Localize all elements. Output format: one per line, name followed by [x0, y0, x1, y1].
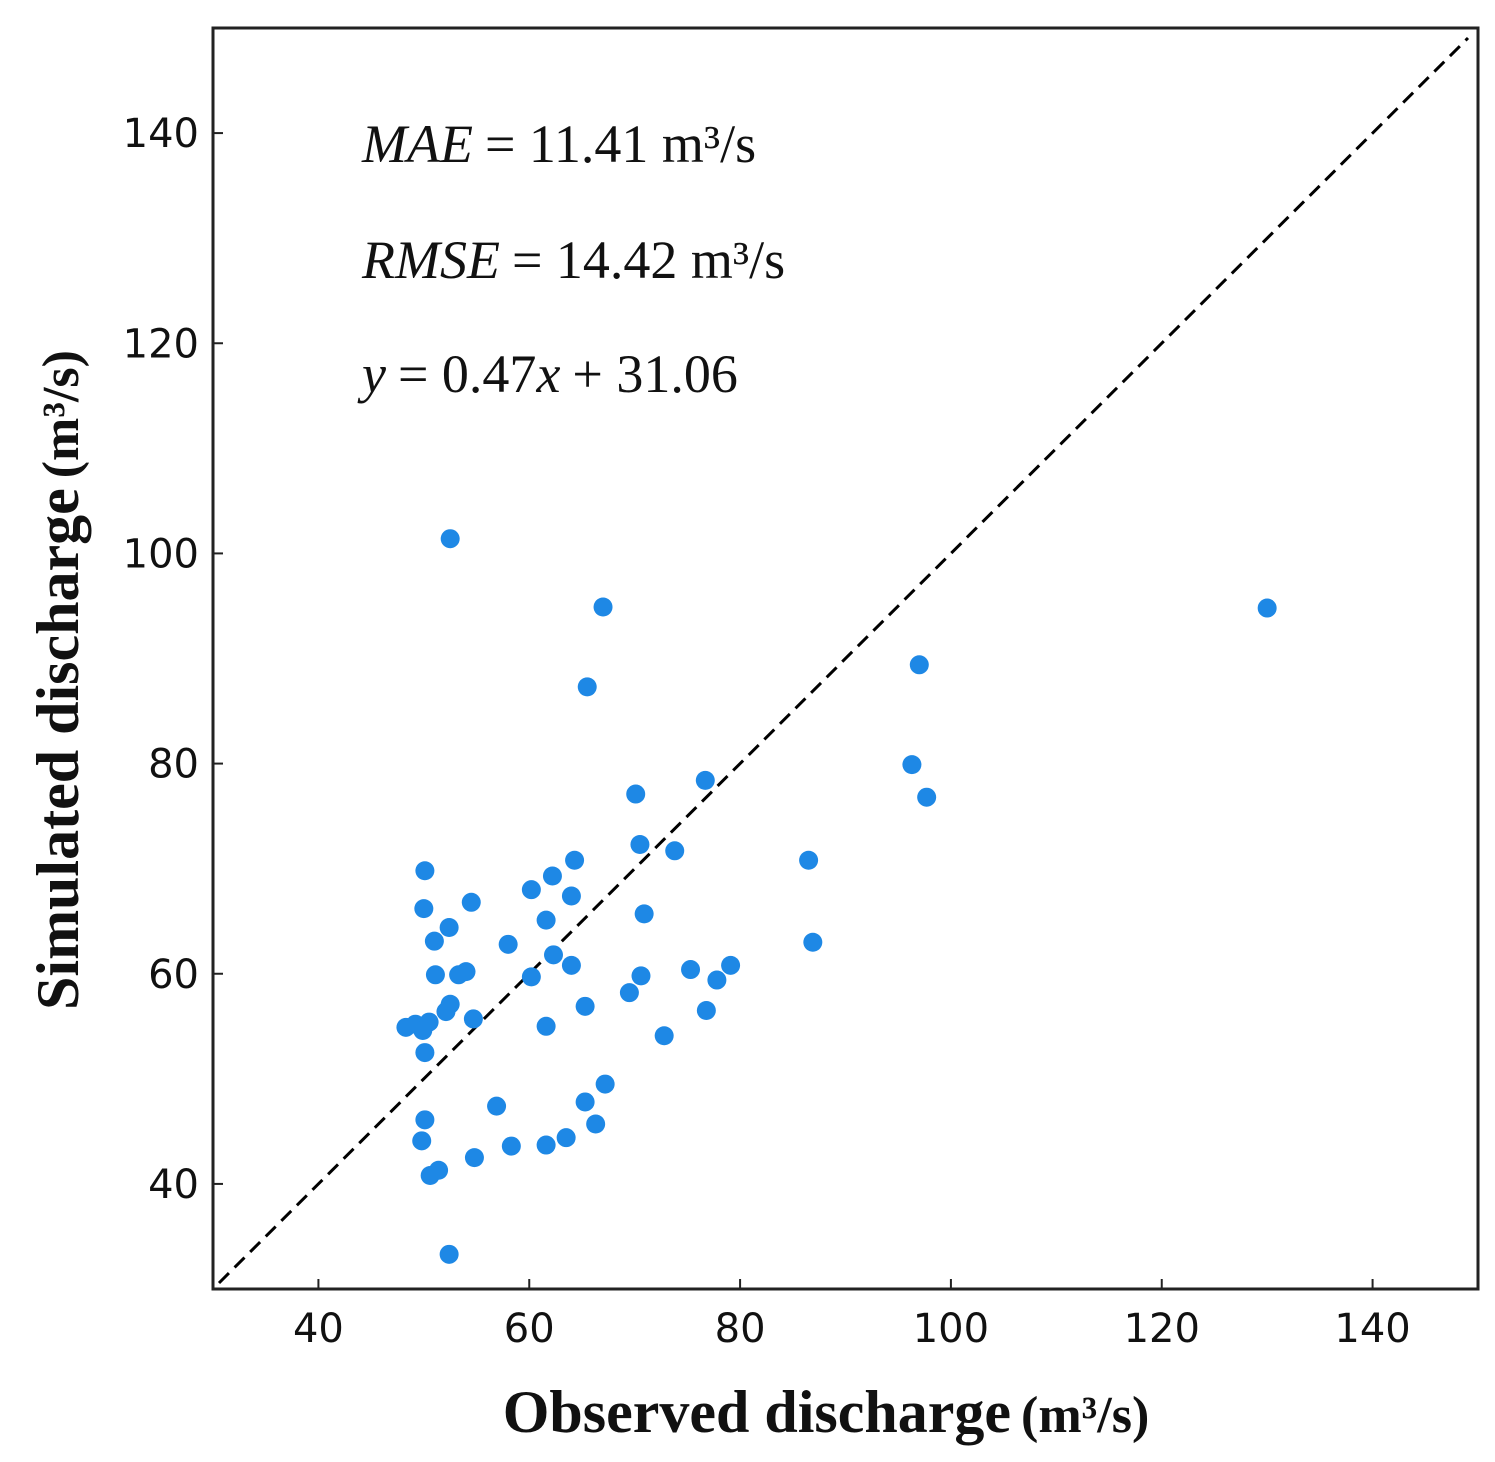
data-point [521, 967, 541, 987]
y-tick-label: 100 [123, 531, 199, 577]
data-point [461, 892, 481, 912]
data-point [415, 861, 435, 881]
data-point [799, 850, 819, 870]
plot-frame [211, 26, 1480, 1291]
data-point [565, 850, 585, 870]
data-point [586, 1114, 606, 1134]
x-tick-label: 140 [1334, 1306, 1410, 1352]
y-tick-label: 120 [123, 321, 199, 367]
data-point [543, 945, 563, 965]
x-tick-label: 80 [715, 1306, 766, 1352]
y-tick-label: 140 [123, 111, 199, 157]
data-point [696, 1001, 716, 1021]
data-point [909, 655, 929, 675]
data-point [439, 1244, 459, 1264]
x-axis-label: Observed discharge (m³/s) [503, 1379, 1150, 1445]
data-point [536, 910, 556, 930]
data-point [420, 1166, 440, 1186]
data-point [413, 1020, 433, 1040]
data-point [464, 1148, 484, 1168]
data-point [707, 970, 727, 990]
data-point [556, 1128, 576, 1148]
fit-equation: y = 0.47x + 31.06 [357, 344, 738, 404]
data-point [630, 834, 650, 854]
data-point [681, 960, 701, 980]
data-point [575, 996, 595, 1016]
data-point [1257, 598, 1277, 618]
data-point [561, 955, 581, 975]
data-point [575, 1092, 595, 1112]
y-axis-label: Simulated discharge(m³/s) [25, 350, 91, 1010]
data-point [536, 1016, 556, 1036]
data-point [501, 1136, 521, 1156]
data-point [542, 866, 562, 886]
data-point [449, 965, 469, 985]
data-point [917, 787, 937, 807]
data-point [439, 918, 459, 938]
data-point [521, 880, 541, 900]
data-point [412, 1131, 432, 1151]
data-point [424, 931, 444, 951]
data-point [415, 1110, 435, 1130]
x-tick-label: 100 [913, 1306, 989, 1352]
data-point [803, 932, 823, 952]
data-point [593, 597, 613, 617]
data-point [721, 955, 741, 975]
rmse-annotation: RMSE = 14.42 m³/s [361, 230, 785, 290]
x-tick-label: 60 [504, 1306, 555, 1352]
data-point [436, 1002, 456, 1022]
data-point [561, 886, 581, 906]
data-point [577, 677, 597, 697]
mae-annotation: MAE = 11.41 m³/s [361, 114, 756, 174]
data-point [665, 841, 685, 861]
data-point [536, 1135, 556, 1155]
data-point [415, 1043, 435, 1063]
y-tick-label: 40 [148, 1162, 199, 1208]
data-point [595, 1074, 615, 1094]
data-point [440, 529, 460, 549]
data-point [498, 934, 518, 954]
one-to-one-line [217, 36, 1470, 1285]
data-point [695, 770, 715, 790]
y-tick-label: 80 [148, 742, 199, 788]
x-tick-label: 40 [293, 1306, 344, 1352]
y-tick-label: 60 [148, 952, 199, 998]
data-point [654, 1026, 674, 1046]
data-point [631, 966, 651, 986]
data-point [487, 1096, 507, 1116]
data-point [463, 1009, 483, 1029]
x-tick-label: 120 [1124, 1306, 1200, 1352]
data-point [619, 983, 639, 1003]
data-point [414, 899, 434, 919]
data-point [626, 784, 646, 804]
data-point [425, 965, 445, 985]
data-point [902, 755, 922, 775]
data-point [634, 904, 654, 924]
